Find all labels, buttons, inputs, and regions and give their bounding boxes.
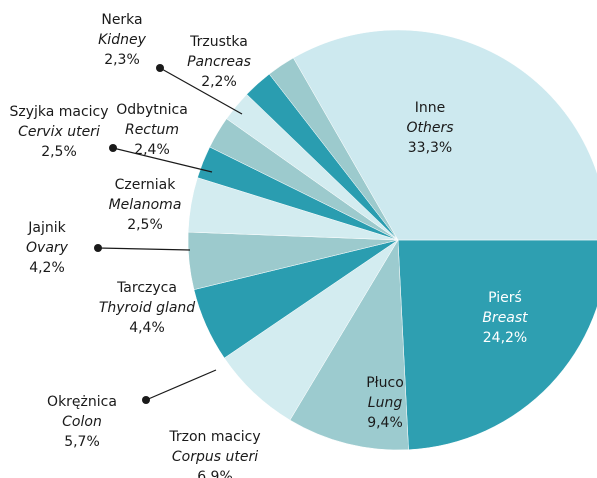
slice-label: Trzustka [189,34,248,50]
slice-label-en: Corpus uteri [172,449,258,465]
slice-label-en: Colon [62,414,102,430]
slice-label-en: Pancreas [187,54,251,70]
slice-label: Inne [415,100,446,116]
value-label: 2,2% [201,74,237,90]
slice-label: Trzon macicy [168,429,260,445]
leader-line [159,67,243,115]
leader-dot [109,144,117,152]
pie-slice [289,239,409,451]
slice-label: Okrężnica [47,394,117,410]
slice-label: Nerka [101,12,142,28]
slice-label-en: Lung [368,395,403,411]
value-label: 2,5% [41,144,77,160]
value-label: 4,4% [129,320,165,336]
value-label: 5,7% [64,434,100,450]
value-label: 2,3% [104,52,140,68]
value-label: 9,4% [367,415,403,431]
slice-label: Czerniak [115,177,177,193]
slice-label-en: Breast [482,310,528,326]
pie-slice [293,29,597,241]
slice-label: Tarczyca [116,280,177,296]
leader-line [112,147,213,173]
slice-label: Odbytnica [116,102,188,118]
slice-label: Płuco [366,375,404,391]
leader-dot [94,244,102,252]
value-label: 6,9% [197,469,233,478]
leader-line [145,369,217,401]
value-label: 33,3% [408,140,452,156]
leader-line [97,247,191,251]
value-label: 24,2% [483,330,527,346]
value-label: 2,5% [127,217,163,233]
slice-label: Pierś [488,290,522,306]
slice-label-en: Ovary [26,240,69,256]
slice-label-en: Cervix uteri [18,124,100,140]
leader-dot [156,64,164,72]
slice-label-en: Thyroid gland [99,300,195,316]
slice-label: Szyjka macicy [9,104,108,120]
leader-dot [142,396,150,404]
slice-label-en: Melanoma [109,197,182,213]
value-label: 2,4% [134,142,170,158]
slice-label: Jajnik [27,220,66,236]
slice-label-en: Rectum [125,122,179,138]
value-label: 4,2% [29,260,65,276]
slice-label-en: Kidney [98,32,146,48]
pie-slice [397,239,597,450]
slice-label-en: Others [406,120,453,136]
